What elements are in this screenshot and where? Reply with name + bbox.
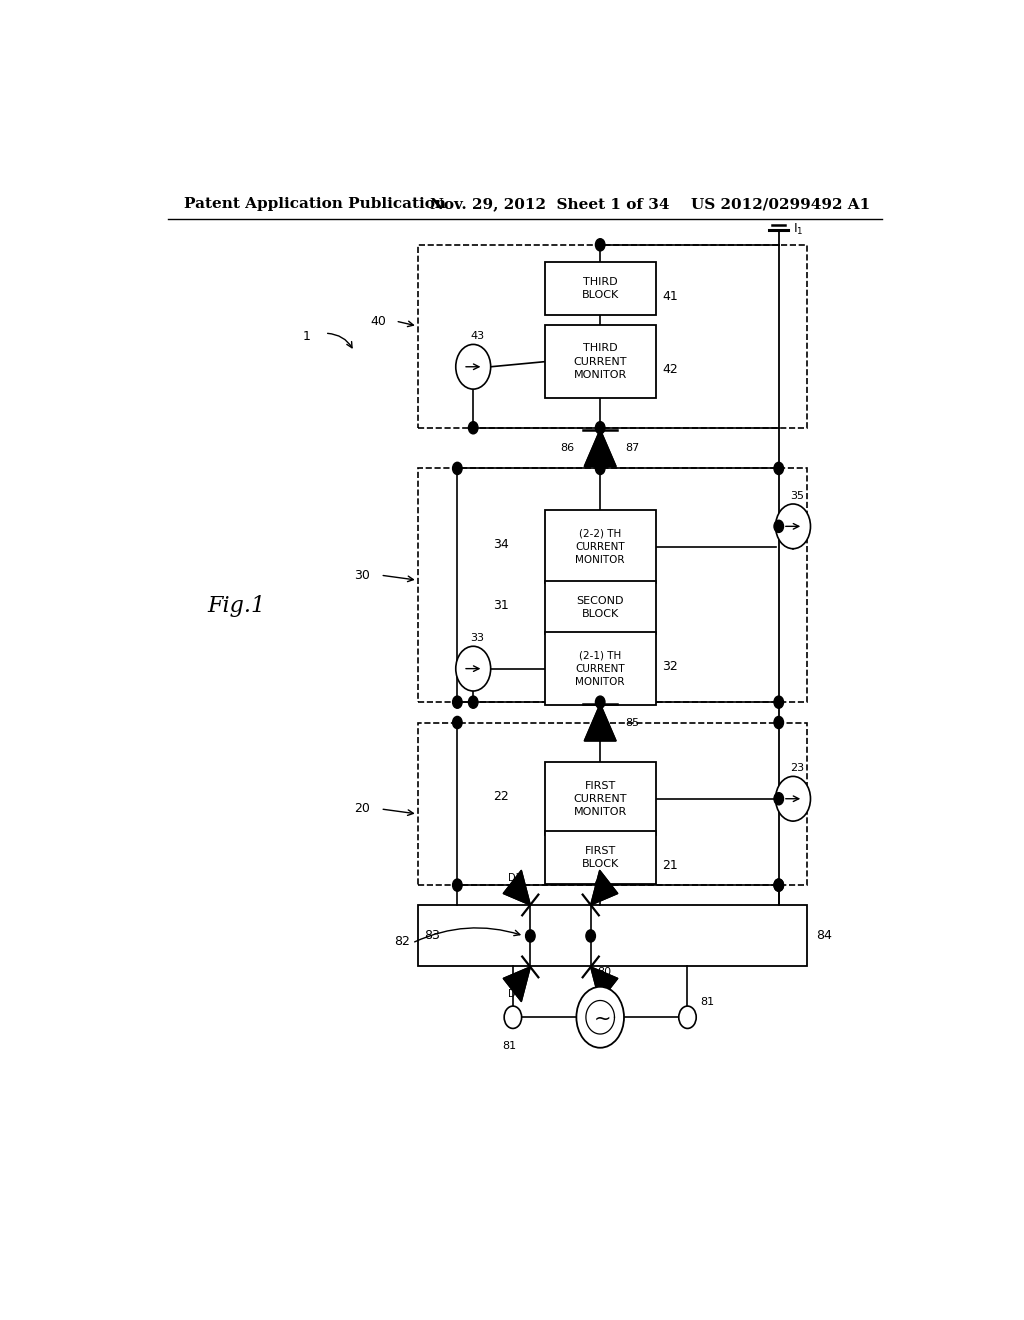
Text: 84: 84 [816, 929, 831, 942]
Text: 21: 21 [663, 859, 678, 873]
Text: 32: 32 [663, 660, 678, 673]
Circle shape [453, 462, 462, 474]
Text: 34: 34 [494, 539, 509, 552]
Circle shape [774, 696, 783, 709]
Text: Patent Application Publication: Patent Application Publication [183, 197, 445, 211]
Text: 22: 22 [494, 791, 509, 803]
Text: 42: 42 [663, 363, 678, 376]
Circle shape [453, 717, 462, 729]
Circle shape [456, 345, 490, 389]
Circle shape [595, 696, 605, 709]
FancyBboxPatch shape [545, 832, 655, 884]
Text: 86: 86 [561, 444, 574, 453]
FancyBboxPatch shape [545, 263, 655, 315]
Text: 41: 41 [663, 290, 678, 304]
Text: 35: 35 [790, 491, 804, 500]
FancyBboxPatch shape [545, 510, 655, 583]
Polygon shape [585, 430, 615, 466]
Polygon shape [591, 870, 617, 906]
Circle shape [774, 520, 783, 532]
Text: Fig.1: Fig.1 [207, 594, 265, 616]
Circle shape [456, 647, 490, 690]
Polygon shape [585, 704, 615, 741]
FancyBboxPatch shape [545, 325, 655, 399]
Text: 81: 81 [700, 997, 715, 1007]
Circle shape [774, 879, 783, 891]
Circle shape [453, 879, 462, 891]
Text: 80: 80 [597, 966, 611, 977]
Text: D1: D1 [508, 989, 522, 999]
Text: Nov. 29, 2012  Sheet 1 of 34: Nov. 29, 2012 Sheet 1 of 34 [430, 197, 669, 211]
Text: D4: D4 [599, 989, 612, 999]
Circle shape [774, 717, 783, 729]
Circle shape [774, 462, 783, 474]
Circle shape [468, 421, 478, 434]
Text: 85: 85 [626, 718, 640, 727]
Circle shape [577, 987, 624, 1048]
Text: THIRD
CURRENT
MONITOR: THIRD CURRENT MONITOR [573, 343, 627, 380]
Text: 30: 30 [354, 569, 370, 582]
Text: D2: D2 [508, 873, 522, 883]
Circle shape [595, 879, 605, 891]
Circle shape [453, 696, 462, 709]
Circle shape [468, 696, 478, 709]
Polygon shape [504, 870, 530, 906]
Circle shape [595, 717, 605, 729]
Text: ~: ~ [594, 1008, 611, 1028]
Circle shape [679, 1006, 696, 1028]
Text: 83: 83 [424, 929, 440, 942]
Text: D3: D3 [599, 873, 612, 883]
FancyBboxPatch shape [545, 632, 655, 705]
Circle shape [504, 1006, 521, 1028]
Circle shape [586, 929, 595, 942]
Text: 87: 87 [626, 444, 640, 453]
Text: I$_1$: I$_1$ [793, 222, 804, 238]
Text: (2-2) TH
CURRENT
MONITOR: (2-2) TH CURRENT MONITOR [575, 528, 625, 565]
Text: 1: 1 [303, 330, 310, 343]
Text: US 2012/0299492 A1: US 2012/0299492 A1 [691, 197, 870, 211]
Text: 31: 31 [494, 599, 509, 612]
Text: SECOND
BLOCK: SECOND BLOCK [577, 597, 624, 619]
Text: 33: 33 [470, 634, 484, 643]
Circle shape [525, 929, 536, 942]
Circle shape [595, 717, 605, 729]
Circle shape [595, 462, 605, 474]
Text: 20: 20 [354, 803, 370, 816]
Text: FIRST
CURRENT
MONITOR: FIRST CURRENT MONITOR [573, 780, 627, 817]
Text: 43: 43 [470, 331, 484, 342]
Circle shape [595, 421, 605, 434]
Text: 81: 81 [502, 1040, 516, 1051]
Circle shape [774, 792, 783, 805]
Text: 82: 82 [394, 935, 410, 948]
Text: THIRD
BLOCK: THIRD BLOCK [582, 277, 618, 300]
Text: 40: 40 [370, 314, 386, 327]
Polygon shape [591, 968, 617, 1002]
FancyBboxPatch shape [545, 762, 655, 836]
FancyBboxPatch shape [418, 906, 807, 966]
FancyBboxPatch shape [545, 581, 655, 634]
Circle shape [775, 776, 811, 821]
Circle shape [774, 879, 783, 891]
Polygon shape [504, 968, 530, 1002]
Text: FIRST
BLOCK: FIRST BLOCK [582, 846, 618, 870]
Text: 23: 23 [790, 763, 804, 774]
Circle shape [595, 239, 605, 251]
Circle shape [775, 504, 811, 549]
Text: (2-1) TH
CURRENT
MONITOR: (2-1) TH CURRENT MONITOR [575, 651, 625, 686]
